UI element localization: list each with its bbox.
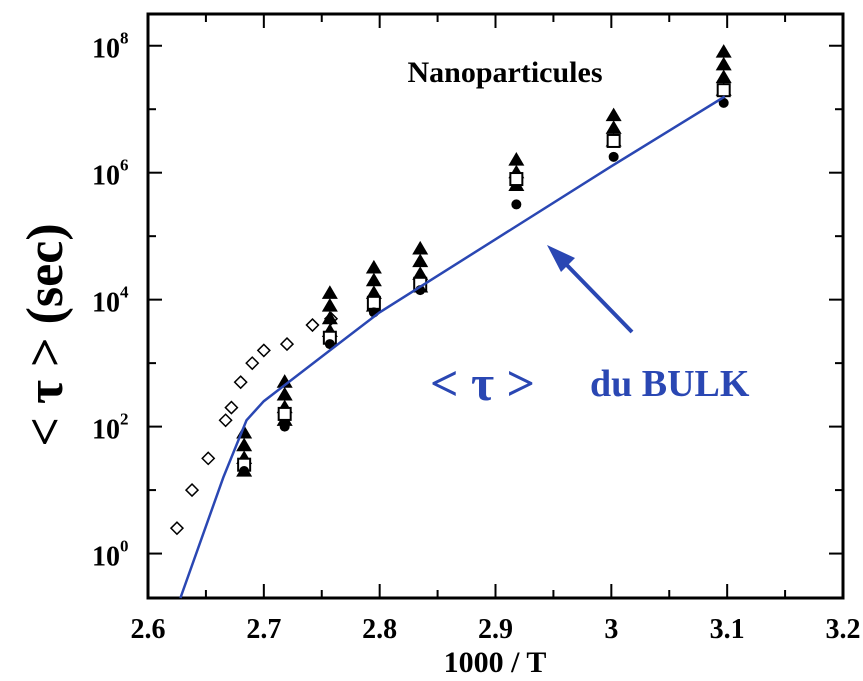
diamond-marker <box>245 356 260 371</box>
x-tick-label: 2.7 <box>246 614 281 645</box>
triangle-marker <box>365 285 382 299</box>
square-marker <box>606 133 621 148</box>
triangle-marker <box>715 69 732 84</box>
triangle-marker <box>276 374 293 388</box>
triangle-marker <box>715 44 732 58</box>
x-tick-label: 2.9 <box>478 614 513 645</box>
triangle-marker <box>605 120 622 134</box>
circle-marker <box>239 466 250 477</box>
circle-marker <box>279 421 290 432</box>
bulk-annotation: < τ > du BULK <box>430 245 750 411</box>
square-marker <box>277 406 292 421</box>
axis-ticks <box>147 14 844 598</box>
bulk-tau-line <box>179 95 726 599</box>
y-tick-label: 104 <box>92 283 129 319</box>
bulk-arrow-head <box>547 245 575 272</box>
x-tick-label: 2.8 <box>362 614 397 645</box>
x-tick-label: 2.6 <box>131 614 166 645</box>
triangle-marker <box>276 386 293 401</box>
square-marker <box>366 295 381 310</box>
triangle-marker <box>236 437 253 452</box>
x-axis-label: 1000 / T <box>444 646 547 679</box>
x-tick-label: 3 <box>604 614 618 645</box>
y-tick-label: 108 <box>92 29 129 65</box>
x-tick-label: 3.1 <box>710 614 745 645</box>
triangle-marker <box>321 298 338 312</box>
triangle-marker <box>412 253 429 268</box>
diamond-marker <box>279 337 295 352</box>
diamond-marker <box>256 343 271 358</box>
circle-marker <box>511 199 522 210</box>
diamond-marker <box>305 317 320 333</box>
triangle-marker <box>715 56 732 71</box>
y-tick-label: 102 <box>92 410 129 446</box>
y-tick-label: 106 <box>92 156 129 192</box>
plot-area-border <box>146 12 845 600</box>
triangle-marker <box>605 107 622 122</box>
triangle-marker <box>365 259 382 274</box>
square-marker <box>716 83 731 98</box>
bulk-du-label: du BULK <box>590 363 750 405</box>
bulk-tau-label: < τ > <box>430 355 535 411</box>
circle-marker <box>608 151 619 162</box>
triangle-marker <box>412 240 429 255</box>
bulk-series <box>179 95 726 599</box>
plot-frame <box>146 12 845 600</box>
circle-marker <box>718 97 729 108</box>
y-tick-labels: 100 102 104 106 108 <box>92 29 129 573</box>
square-marker <box>509 172 524 187</box>
triangle-marker <box>321 285 338 299</box>
triangle-marker <box>508 152 525 166</box>
diamond-marker <box>224 400 239 415</box>
diamond-marker <box>233 375 248 390</box>
diamond-marker <box>201 451 216 466</box>
x-tick-label: 3.2 <box>826 614 861 645</box>
diamond-marker <box>218 413 233 428</box>
x-tick-labels: 2.6 2.7 2.8 2.9 3 3.1 3.2 <box>131 614 861 645</box>
nanoparticules-annotation: Nanoparticules <box>408 56 603 89</box>
diamond-marker <box>169 521 185 536</box>
triangle-marker <box>365 272 382 287</box>
diamond-marker <box>184 483 200 498</box>
circle-marker <box>324 339 335 350</box>
bulk-arrow-shaft <box>558 256 634 334</box>
data-series <box>169 44 732 536</box>
y-axis-label: < τ > (sec) <box>17 223 74 446</box>
triangle-marker <box>412 266 429 280</box>
triangle-marker <box>321 310 338 325</box>
y-tick-label: 100 <box>92 537 129 573</box>
